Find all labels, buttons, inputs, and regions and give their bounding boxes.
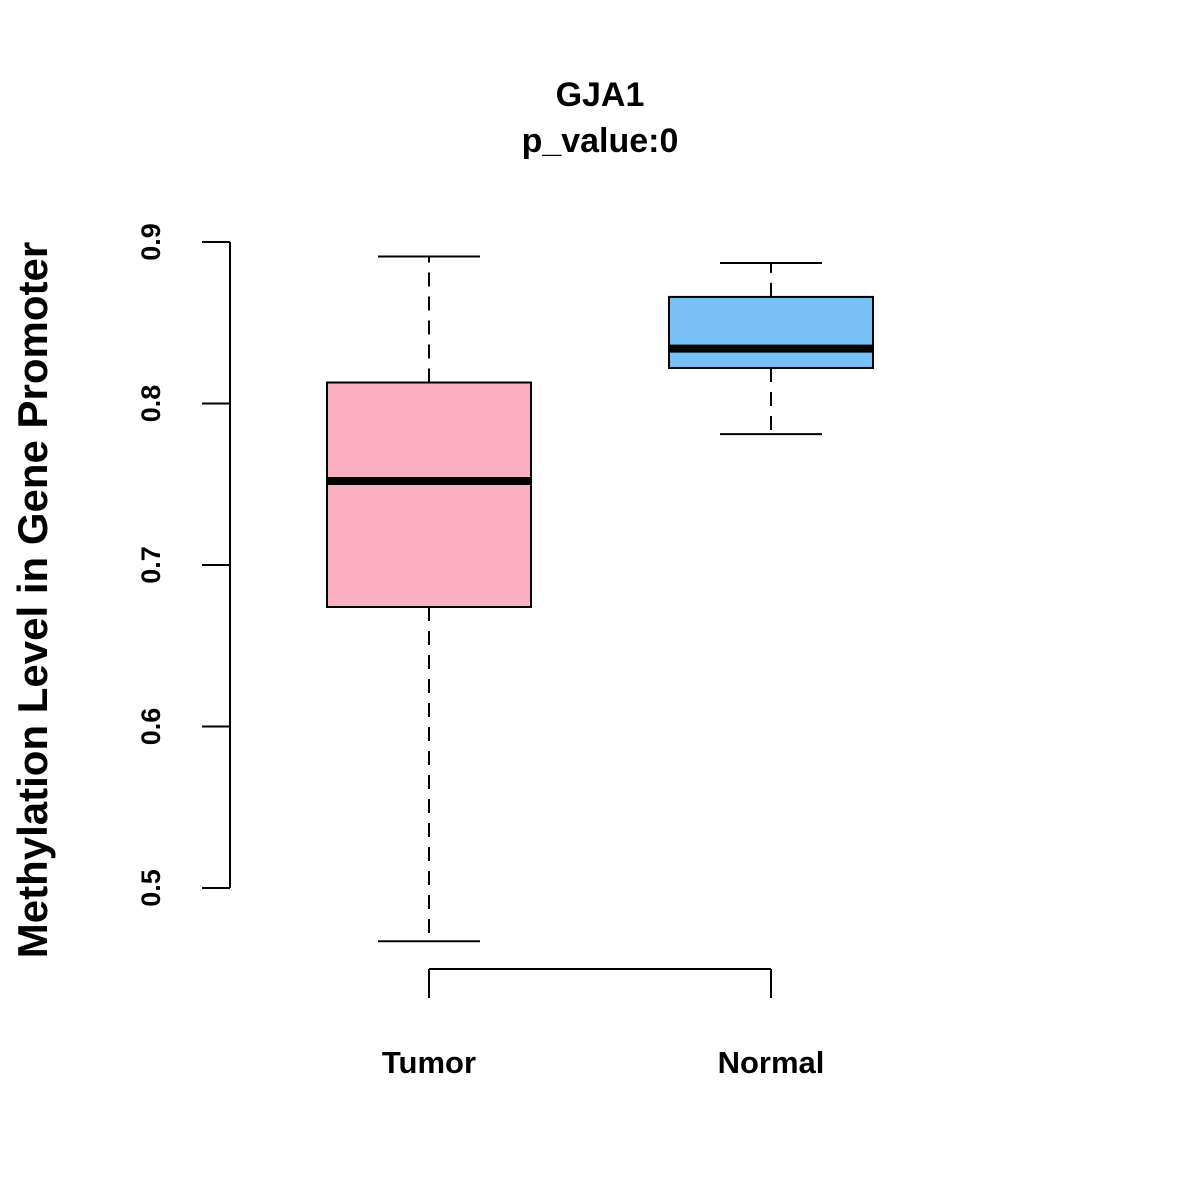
y-tick-label: 0.7 <box>136 546 166 584</box>
chart-title: GJA1 <box>556 76 645 114</box>
boxes-group <box>326 255 874 943</box>
x-tick-label: Normal <box>718 1045 825 1080</box>
y-tick-label: 0.8 <box>136 385 166 423</box>
x-axis: Tumor Normal <box>382 968 825 1080</box>
iqr-box <box>326 381 532 608</box>
box-tumor <box>326 255 532 943</box>
x-tick-label: Tumor <box>382 1045 476 1080</box>
y-tick-label: 0.5 <box>136 869 166 907</box>
y-axis-label: Methylation Level in Gene Promoter <box>9 242 56 958</box>
y-tick-label: 0.9 <box>136 223 166 261</box>
y-axis: 0.5 0.6 0.7 0.8 0.9 <box>136 223 231 907</box>
y-tick-label: 0.6 <box>136 708 166 746</box>
chart-subtitle: p_value:0 <box>522 122 679 160</box>
iqr-box <box>668 295 874 369</box>
box-normal <box>668 261 874 436</box>
